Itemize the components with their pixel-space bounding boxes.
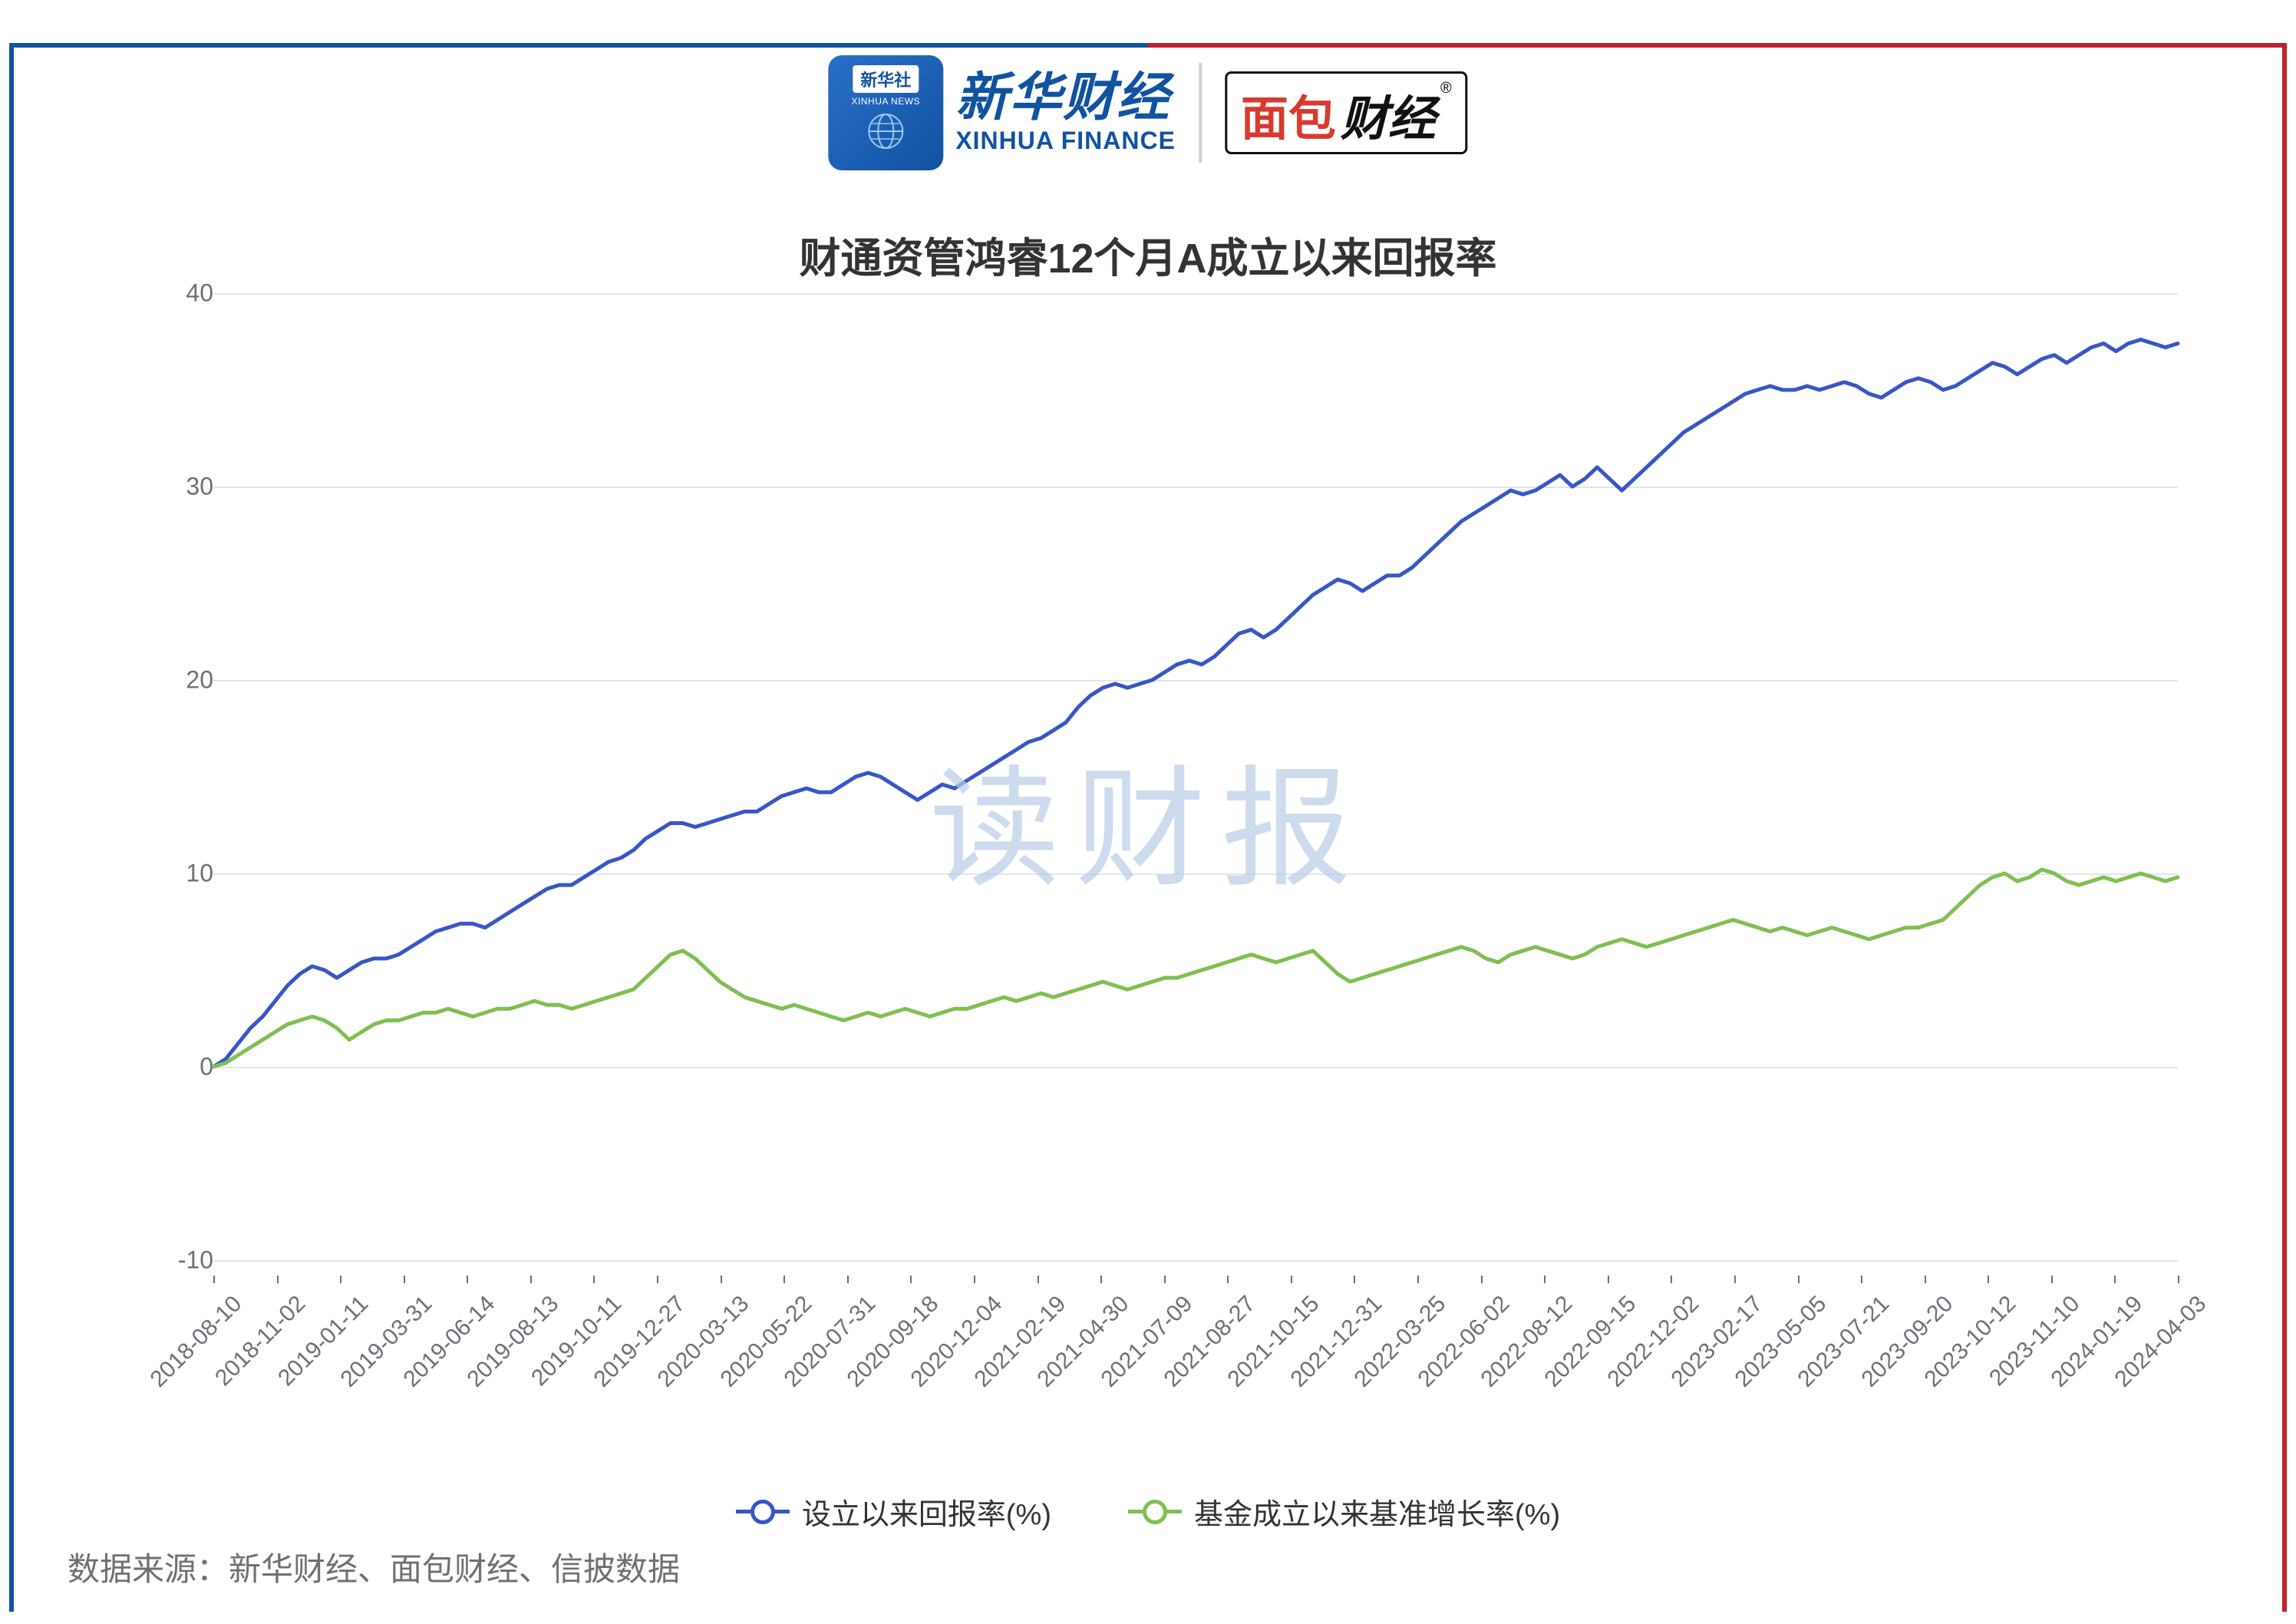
x-tick-mark <box>1671 1276 1672 1283</box>
legend-item-1: 设立以来回报率(%) <box>736 1490 1051 1533</box>
x-tick-mark <box>1861 1276 1862 1283</box>
y-tick-label: 40 <box>152 279 213 308</box>
chart-title: 财通资管鸿睿12个月A成立以来回报率 <box>14 224 2282 285</box>
xinhuashe-cn: 新华社 <box>853 65 919 93</box>
y-tick-label: -10 <box>152 1246 213 1275</box>
y-tick-label: 30 <box>152 473 213 501</box>
xinhua-logo-block: 新华社 XINHUA NEWS 新华财经 XINHUA FINANCE <box>828 55 1176 170</box>
x-tick-mark <box>1481 1276 1483 1283</box>
x-axis: 2018-08-102018-11-022019-01-112019-03-31… <box>213 1276 2178 1452</box>
registered-icon: ® <box>1440 80 1452 97</box>
x-tick-mark <box>847 1276 849 1283</box>
gridline <box>213 1260 2178 1262</box>
xinhuashe-icon: 新华社 XINHUA NEWS <box>828 55 943 170</box>
x-tick-mark <box>1037 1276 1039 1283</box>
xinhua-fin-en: XINHUA FINANCE <box>955 127 1176 155</box>
x-tick-mark <box>530 1276 532 1283</box>
x-tick-mark <box>721 1276 722 1283</box>
x-tick-mark <box>1291 1276 1292 1283</box>
y-tick-label: 20 <box>152 666 213 695</box>
mbcj-part2: 财经 <box>1341 80 1436 149</box>
x-tick-mark <box>1164 1276 1166 1283</box>
globe-icon <box>866 111 906 160</box>
chart-area: -10010203040 2018-08-102018-11-022019-01… <box>152 286 2209 1483</box>
x-tick-mark <box>2178 1276 2179 1283</box>
x-tick-mark <box>974 1276 975 1283</box>
x-tick-mark <box>2051 1276 2053 1283</box>
x-tick-mark <box>783 1276 785 1283</box>
header-logos: 新华社 XINHUA NEWS 新华财经 XINHUA FINANCE 面包 财… <box>805 48 1490 178</box>
x-tick-mark <box>1734 1276 1736 1283</box>
x-tick-mark <box>1100 1276 1102 1283</box>
mbcj-part1: 面包 <box>1241 80 1336 149</box>
x-tick-mark <box>1417 1276 1419 1283</box>
x-tick-mark <box>340 1276 341 1283</box>
legend-marker-1 <box>736 1510 790 1513</box>
x-tick-mark <box>1798 1276 1800 1283</box>
x-tick-mark <box>1227 1276 1229 1283</box>
mianbao-caijing-logo: 面包 财经 ® <box>1225 71 1468 154</box>
legend-label-1: 设立以来回报率(%) <box>802 1490 1051 1533</box>
legend-item-2: 基金成立以来基准增长率(%) <box>1128 1490 1560 1533</box>
legend-label-2: 基金成立以来基准增长率(%) <box>1194 1490 1560 1533</box>
x-tick-mark <box>1988 1276 1989 1283</box>
xinhua-finance-text: 新华财经 XINHUA FINANCE <box>955 71 1176 155</box>
x-tick-mark <box>1608 1276 1609 1283</box>
plot-region <box>213 293 2178 1260</box>
x-tick-mark <box>910 1276 912 1283</box>
y-tick-label: 0 <box>152 1053 213 1081</box>
series-line <box>213 340 2178 1068</box>
series-line <box>213 870 2178 1067</box>
x-tick-mark <box>1925 1276 1926 1283</box>
legend: 设立以来回报率(%) 基金成立以来基准增长率(%) <box>14 1490 2282 1533</box>
x-tick-mark <box>1354 1276 1355 1283</box>
header-divider <box>1199 63 1202 163</box>
x-tick-mark <box>467 1276 468 1283</box>
x-tick-mark <box>657 1276 658 1283</box>
xinhuashe-en: XINHUA NEWS <box>852 96 921 107</box>
x-tick-mark <box>1544 1276 1546 1283</box>
x-tick-mark <box>404 1276 405 1283</box>
chart-svg <box>213 293 2178 1260</box>
y-tick-label: 10 <box>152 860 213 888</box>
chart-frame: 新华社 XINHUA NEWS 新华财经 XINHUA FINANCE 面包 财… <box>9 43 2287 1612</box>
x-tick-mark <box>213 1276 215 1283</box>
x-tick-mark <box>277 1276 279 1283</box>
xinhua-fin-cn: 新华财经 <box>955 71 1170 124</box>
source-note: 数据来源：新华财经、面包财经、信披数据 <box>68 1543 680 1590</box>
x-tick-mark <box>593 1276 595 1283</box>
legend-marker-2 <box>1128 1510 1182 1513</box>
x-tick-mark <box>2114 1276 2116 1283</box>
